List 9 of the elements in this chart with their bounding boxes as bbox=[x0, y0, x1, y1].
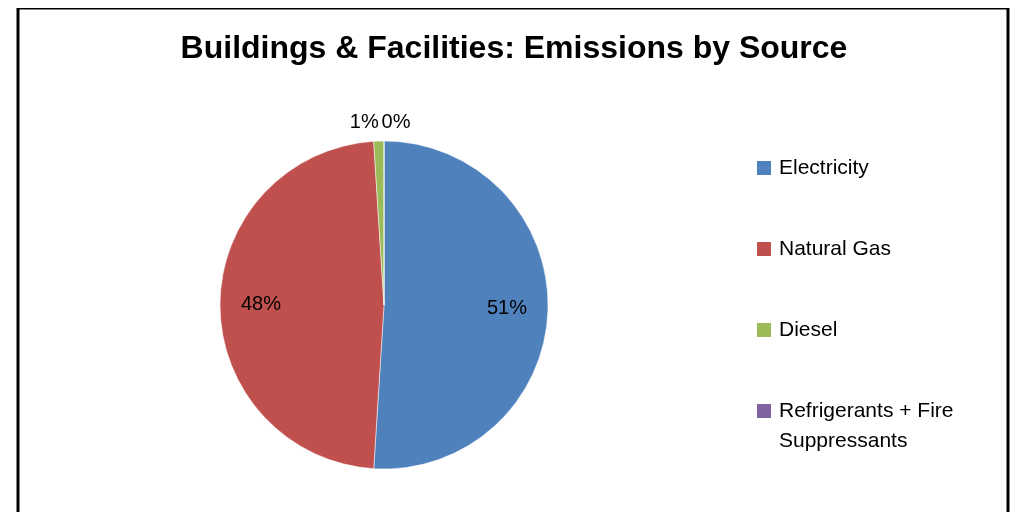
legend-label: Diesel bbox=[779, 316, 838, 340]
legend-label: Electricity bbox=[779, 154, 870, 178]
data-label: 51% bbox=[486, 296, 528, 319]
legend-label: Natural Gas bbox=[779, 235, 892, 259]
legend-label: Refrigerants + Fire Suppressants bbox=[779, 397, 954, 451]
data-label: 48% bbox=[240, 292, 282, 315]
data-label: 1% bbox=[349, 110, 379, 133]
text: 0% bbox=[381, 110, 411, 133]
chart-title: Buildings & Facilities: Emissions by Source bbox=[180, 29, 848, 65]
